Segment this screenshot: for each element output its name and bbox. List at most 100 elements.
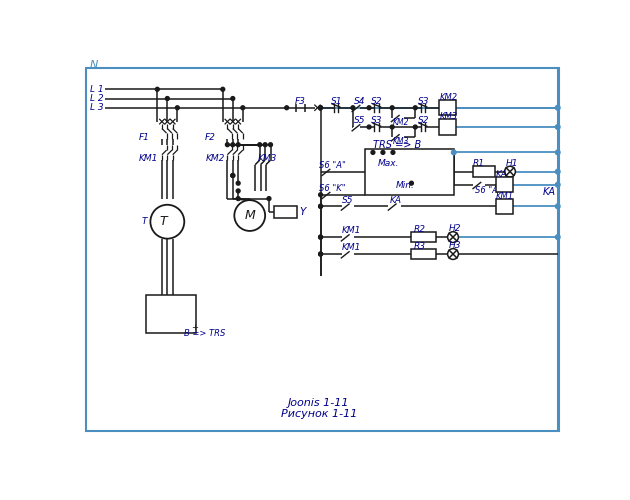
Text: Y: Y xyxy=(299,206,306,216)
Text: S5: S5 xyxy=(342,196,353,204)
Text: S5: S5 xyxy=(353,116,365,126)
Text: KA: KA xyxy=(542,188,556,198)
Circle shape xyxy=(231,174,235,178)
Circle shape xyxy=(236,143,240,146)
Text: KM1: KM1 xyxy=(342,226,362,235)
Circle shape xyxy=(319,235,323,239)
Circle shape xyxy=(319,106,323,110)
Circle shape xyxy=(410,182,413,185)
Text: L 1: L 1 xyxy=(89,85,103,94)
Text: S6 "K": S6 "K" xyxy=(319,184,346,193)
Circle shape xyxy=(556,106,560,110)
Circle shape xyxy=(268,143,272,146)
Bar xyxy=(411,248,436,260)
Text: KA: KA xyxy=(496,170,508,179)
Circle shape xyxy=(263,143,267,146)
Circle shape xyxy=(391,150,395,154)
Circle shape xyxy=(556,150,560,154)
Circle shape xyxy=(258,143,261,146)
Text: H3: H3 xyxy=(449,241,462,250)
Text: S1: S1 xyxy=(331,97,342,106)
Circle shape xyxy=(241,106,244,110)
Bar xyxy=(473,166,495,177)
Circle shape xyxy=(381,150,385,154)
Text: F2: F2 xyxy=(205,132,216,141)
Circle shape xyxy=(367,106,371,110)
Circle shape xyxy=(413,106,417,110)
Circle shape xyxy=(556,204,560,208)
Bar xyxy=(365,148,454,194)
Text: S6 "A": S6 "A" xyxy=(319,161,346,170)
Text: Min.: Min. xyxy=(396,181,415,190)
Text: S4: S4 xyxy=(353,97,365,106)
Circle shape xyxy=(319,106,323,110)
Bar xyxy=(274,206,297,218)
Bar xyxy=(496,198,513,214)
Circle shape xyxy=(226,143,229,146)
Text: R2: R2 xyxy=(414,225,426,234)
Text: S6 "A": S6 "A" xyxy=(474,186,501,196)
Text: KM2: KM2 xyxy=(393,118,410,127)
Text: Joonis 1-11: Joonis 1-11 xyxy=(289,398,350,407)
Circle shape xyxy=(166,96,169,100)
Text: S2: S2 xyxy=(371,97,383,106)
Circle shape xyxy=(390,125,394,129)
Text: S2: S2 xyxy=(418,116,429,126)
Text: KM1: KM1 xyxy=(342,244,362,252)
Circle shape xyxy=(351,106,355,110)
Text: KM2: KM2 xyxy=(206,154,225,163)
Text: B => TRS: B => TRS xyxy=(184,329,226,338)
Circle shape xyxy=(447,248,459,260)
Circle shape xyxy=(556,182,560,187)
Text: S3: S3 xyxy=(418,97,429,106)
Circle shape xyxy=(234,200,265,231)
Circle shape xyxy=(151,205,184,238)
Circle shape xyxy=(556,170,560,174)
Circle shape xyxy=(452,150,456,154)
Text: H1: H1 xyxy=(506,158,518,168)
Circle shape xyxy=(231,174,235,178)
Text: TRS => B: TRS => B xyxy=(373,140,421,149)
Circle shape xyxy=(319,193,323,196)
Text: F3: F3 xyxy=(294,97,306,106)
Text: M: M xyxy=(244,209,255,222)
Text: KM3: KM3 xyxy=(440,112,458,122)
Text: F1: F1 xyxy=(139,132,150,141)
Circle shape xyxy=(390,106,394,110)
Bar xyxy=(496,177,513,192)
Circle shape xyxy=(505,166,515,177)
Text: KM3: KM3 xyxy=(258,154,277,163)
Circle shape xyxy=(413,125,417,129)
Circle shape xyxy=(236,196,240,200)
Circle shape xyxy=(319,235,323,239)
Text: L 2: L 2 xyxy=(89,94,103,103)
Circle shape xyxy=(267,196,271,200)
Text: T: T xyxy=(142,217,147,226)
Circle shape xyxy=(156,88,159,91)
Text: KM3: KM3 xyxy=(393,137,410,146)
Text: KM1: KM1 xyxy=(496,192,514,201)
Text: R1: R1 xyxy=(473,160,485,168)
Circle shape xyxy=(285,106,289,110)
Circle shape xyxy=(231,143,235,146)
Circle shape xyxy=(556,124,560,130)
Bar xyxy=(439,100,456,116)
Text: KA: KA xyxy=(390,196,402,204)
Bar xyxy=(146,295,196,334)
Bar xyxy=(439,120,456,134)
Circle shape xyxy=(236,189,240,193)
Text: Рисунок 1-11: Рисунок 1-11 xyxy=(281,409,357,419)
Text: L 3: L 3 xyxy=(89,103,103,112)
Circle shape xyxy=(319,252,323,256)
Circle shape xyxy=(236,182,240,185)
Circle shape xyxy=(221,88,225,91)
Text: KM1: KM1 xyxy=(139,154,158,163)
Circle shape xyxy=(367,125,371,129)
Circle shape xyxy=(175,106,180,110)
Text: S3: S3 xyxy=(371,116,383,126)
Text: H2: H2 xyxy=(449,224,462,233)
Text: R3: R3 xyxy=(414,242,426,251)
Circle shape xyxy=(319,204,323,208)
Circle shape xyxy=(319,204,323,208)
Circle shape xyxy=(231,96,235,100)
